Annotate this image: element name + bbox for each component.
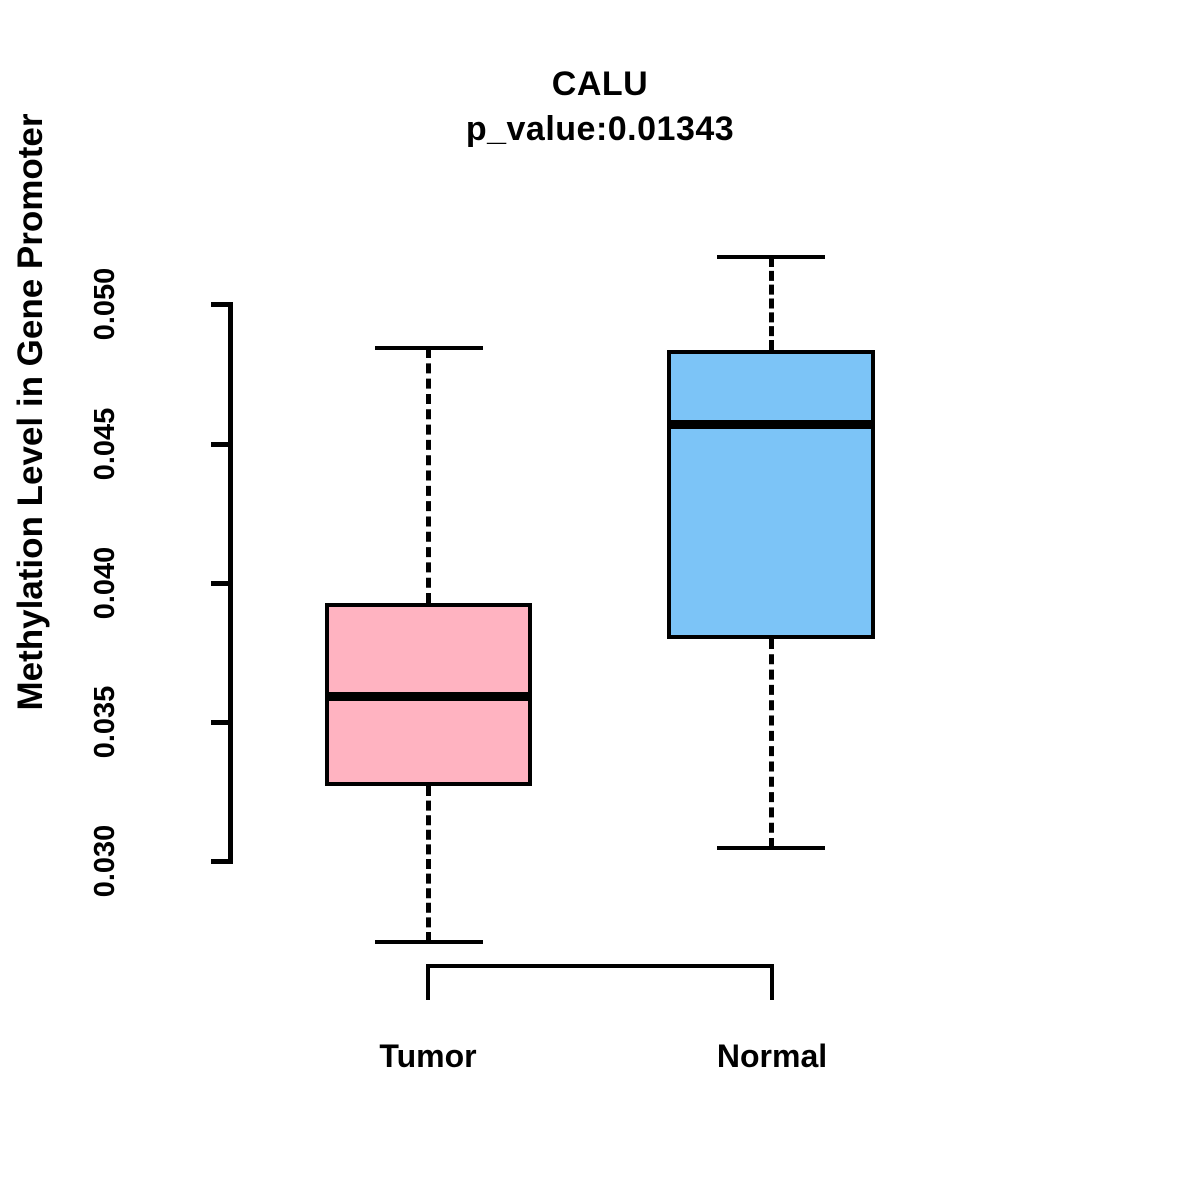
y-tick-label-4: 0.050 <box>89 267 121 341</box>
y-tick-mark-0 <box>211 859 233 864</box>
y-tick-mark-2 <box>211 581 233 586</box>
y-axis-title: Methylation Level in Gene Promoter <box>11 113 50 711</box>
tumor-upper-whisker <box>426 348 431 603</box>
x-axis-line <box>428 964 774 968</box>
normal-upper-whisker <box>769 257 774 350</box>
p-value-subtitle: p_value:0.01343 <box>465 110 735 148</box>
chart-title-block: CALU p_value:0.01343 <box>0 62 1200 152</box>
page-title: CALU <box>551 65 649 103</box>
x-tick-mark-tumor <box>426 964 430 1000</box>
x-tick-label-tumor: Tumor <box>379 1038 477 1074</box>
x-tick-mark-normal <box>770 964 774 1000</box>
normal-median-line <box>667 420 875 429</box>
normal-upper-whisker-cap <box>717 255 825 259</box>
tumor-median-line <box>325 692 532 701</box>
x-tick-label-normal: Normal <box>716 1038 828 1074</box>
y-tick-mark-1 <box>211 720 233 725</box>
normal-lower-whisker <box>769 639 774 848</box>
normal-box <box>667 350 875 639</box>
tumor-lower-whisker <box>426 786 431 942</box>
tumor-lower-whisker-cap <box>375 940 483 944</box>
tumor-upper-whisker-cap <box>375 346 483 350</box>
y-tick-mark-4 <box>211 302 233 307</box>
normal-lower-whisker-cap <box>717 846 825 850</box>
y-tick-mark-3 <box>211 442 233 447</box>
